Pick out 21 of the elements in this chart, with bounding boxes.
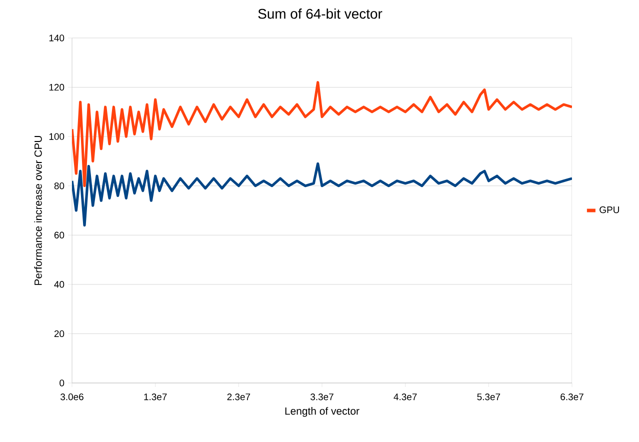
line-series xyxy=(72,162,572,227)
x-axis-title: Length of vector xyxy=(285,407,360,417)
y-tick-label: 60 xyxy=(54,232,64,238)
x-tick-label: 3.3e7 xyxy=(310,394,334,400)
x-tick-label: 2.3e7 xyxy=(227,394,250,400)
x-tick-label: 4.3e7 xyxy=(394,394,417,400)
chart-title: Sum of 64-bit vector xyxy=(258,8,382,19)
y-tick-label: 80 xyxy=(54,182,64,190)
y-tick-label: 0 xyxy=(60,380,64,386)
y-tick-label: 140 xyxy=(49,34,64,42)
y-tick-label: 120 xyxy=(49,84,64,91)
y-tick-label: 100 xyxy=(49,133,64,140)
y-tick-label: 20 xyxy=(54,330,64,338)
legend-label: GPU xyxy=(600,206,619,214)
x-tick-label: 3.0e6 xyxy=(60,394,84,400)
y-axis-title: Performance increase over CPU xyxy=(34,136,42,285)
y-tick-label: 40 xyxy=(54,281,64,288)
x-tick-label: 6.3e7 xyxy=(560,394,584,400)
line-series xyxy=(72,81,572,188)
x-tick-label: 1.3e7 xyxy=(144,394,167,400)
x-tick-label: 5.3e7 xyxy=(477,394,500,400)
